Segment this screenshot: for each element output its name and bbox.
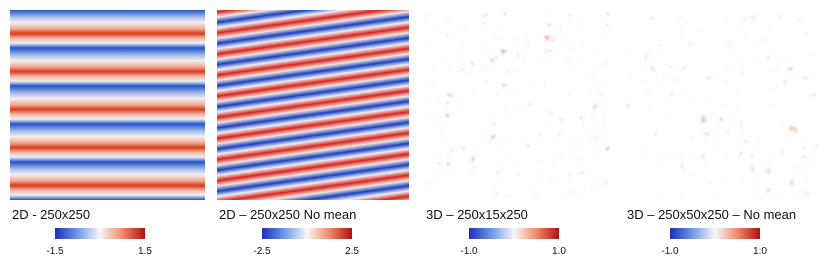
field-image [10, 10, 205, 200]
colorbar [262, 228, 352, 239]
field-image [217, 10, 409, 200]
colorbar-min: -1.0 [661, 246, 679, 257]
colorbar [469, 228, 559, 239]
colorbar [55, 228, 145, 239]
colorbar-max: 2.5 [345, 246, 359, 257]
caption: 3D – 250x15x250 [426, 207, 528, 222]
colorbar-max: 1.0 [552, 246, 566, 257]
caption: 2D – 250x250 No mean [219, 207, 356, 222]
caption: 3D – 250x50x250 – No mean [627, 207, 796, 222]
colorbar-min: -2.5 [253, 246, 271, 257]
colorbar-max: 1.0 [753, 246, 767, 257]
field-image [424, 12, 612, 200]
colorbar-max: 1.5 [138, 246, 152, 257]
colorbar [670, 228, 760, 239]
caption: 2D - 250x250 [12, 207, 90, 222]
colorbar-min: -1.5 [46, 246, 64, 257]
field-image [625, 12, 817, 200]
colorbar-min: -1.0 [460, 246, 478, 257]
